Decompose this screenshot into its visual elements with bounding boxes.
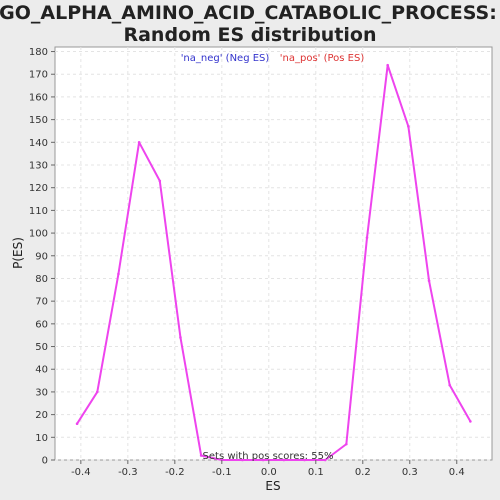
series-line-layer bbox=[75, 63, 472, 462]
y-tick-label: 120 bbox=[29, 183, 48, 194]
y-axis-label: P(ES) bbox=[11, 237, 25, 269]
y-tick-label: 180 bbox=[29, 47, 48, 58]
plot-area-background bbox=[54, 46, 493, 461]
y-tick-label: 150 bbox=[29, 115, 48, 126]
data-point bbox=[365, 236, 369, 239]
data-point bbox=[199, 454, 203, 457]
x-tick-label: -0.4 bbox=[71, 467, 91, 478]
data-point bbox=[261, 458, 265, 462]
y-tick-label: 80 bbox=[35, 274, 48, 285]
x-tick-label: 0.3 bbox=[402, 467, 418, 478]
x-tick-label: -0.2 bbox=[165, 467, 185, 478]
axes: -0.4 -0.3 -0.2 -0.1 0.0 0.1 0.2 0.3 0.4 0 10 20 30 40… bbox=[29, 47, 465, 478]
y-tick-label: 160 bbox=[29, 92, 48, 103]
data-point bbox=[137, 141, 141, 144]
x-tick-label: 0.1 bbox=[308, 467, 324, 478]
y-tick-label: 140 bbox=[29, 138, 48, 149]
data-point bbox=[323, 458, 327, 462]
data-point bbox=[241, 458, 244, 462]
y-tick-label: 20 bbox=[35, 410, 48, 421]
y-tick-label: 30 bbox=[35, 387, 48, 398]
legend-item-pos: 'na_pos' (Pos ES) bbox=[280, 53, 365, 64]
y-tick-label: 50 bbox=[35, 342, 48, 353]
data-point bbox=[345, 442, 348, 446]
es-distribution-line bbox=[76, 64, 472, 461]
data-point bbox=[179, 336, 182, 339]
x-tick-label: -0.3 bbox=[118, 467, 138, 478]
legend-item-neg: 'na_neg' (Neg ES) bbox=[181, 53, 270, 64]
y-tick-label: 70 bbox=[35, 297, 48, 308]
y-tick-label: 170 bbox=[29, 70, 48, 81]
chart-title-line1: GO_ALPHA_AMINO_ACID_CATABOLIC_PROCESS: bbox=[0, 2, 497, 24]
data-point bbox=[386, 63, 389, 67]
data-point bbox=[303, 458, 306, 462]
y-tick-label: 130 bbox=[29, 161, 48, 172]
data-point bbox=[427, 279, 431, 283]
x-tick-label: 0.0 bbox=[261, 467, 277, 478]
chart-title-line2: Random ES distribution bbox=[123, 24, 376, 46]
x-tick-label: -0.1 bbox=[212, 467, 232, 478]
y-tick-label: 90 bbox=[35, 251, 48, 262]
pos-score-annotation: Sets with pos scores: 55% bbox=[203, 451, 334, 462]
data-point bbox=[117, 272, 120, 276]
x-tick-label: 0.2 bbox=[355, 467, 371, 478]
data-point bbox=[75, 422, 79, 425]
x-axis-label: ES bbox=[265, 479, 280, 493]
x-tick-label: 0.4 bbox=[449, 467, 465, 478]
y-tick-label: 0 bbox=[42, 456, 48, 467]
y-tick-label: 60 bbox=[35, 319, 48, 330]
y-tick-label: 100 bbox=[29, 229, 48, 240]
y-tick-label: 40 bbox=[35, 365, 48, 376]
data-point bbox=[448, 383, 452, 387]
y-tick-label: 10 bbox=[35, 433, 48, 444]
data-point bbox=[282, 458, 286, 462]
data-point bbox=[407, 125, 410, 128]
data-point bbox=[95, 390, 99, 394]
y-tick-label: 110 bbox=[29, 206, 48, 217]
data-point bbox=[469, 420, 472, 423]
data-point bbox=[158, 179, 162, 183]
